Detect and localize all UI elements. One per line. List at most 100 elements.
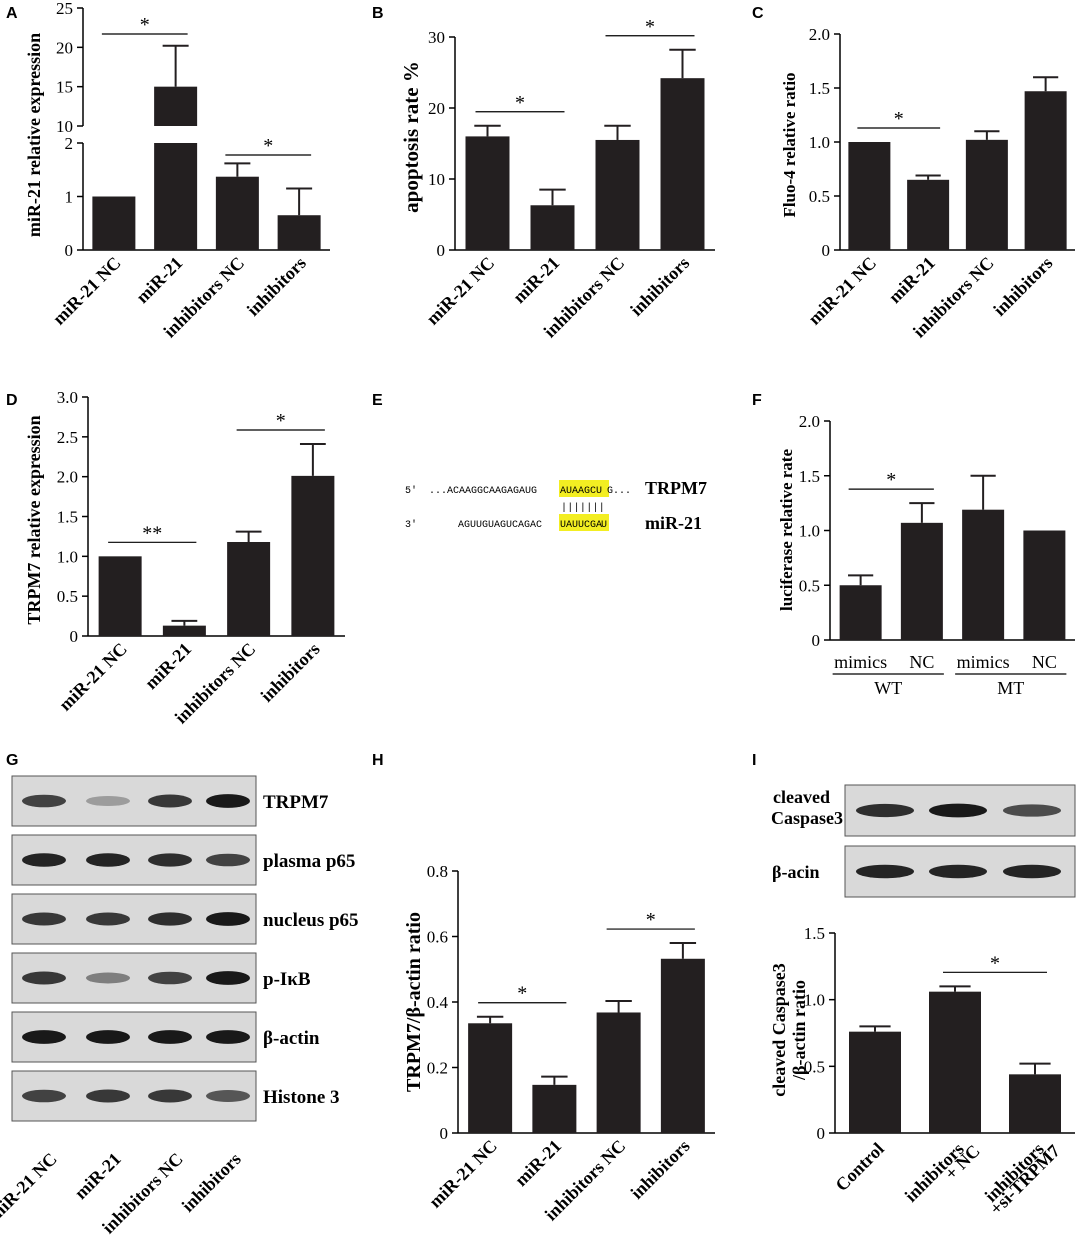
mir21-prime: 3' [405,519,417,531]
bar [291,475,335,636]
blot-protein-label: cleaved [773,787,830,807]
protein-band [22,1030,66,1044]
x-category-label: inhibitors [626,253,693,320]
y-tick-label: 1.0 [57,547,78,566]
y-tick-label: 1.5 [804,924,825,943]
significance-marker: * [645,16,655,38]
blot-G: TRPM7 plasma p65 nucleus p65 p-IκB β-actin Hi… [0,775,359,1237]
protein-band [86,972,130,984]
y-tick-label: 2.5 [57,428,78,447]
y-axis-label: miR-21 relative expression [24,33,44,237]
protein-band [856,803,914,818]
panel-label-f: F [752,392,762,409]
protein-band [22,794,66,808]
significance-marker: * [646,909,656,931]
blot-lane-label: inhibitors [178,1149,245,1216]
bar [596,1012,641,1133]
significance-marker: * [886,469,896,491]
bar [1009,1074,1061,1133]
mir21-seq-label: miR-21 [645,513,702,533]
significance-marker: ** [142,522,162,544]
y-axis-label: luciferase relative rate [777,449,796,612]
x-category-label: miR-21 NC [422,253,498,329]
chart-H: 0 0.2 0.4 0.6 0.8 * * miR-21 NC miR-21 inhibitors… [403,862,715,1224]
western-blots: TRPM7 plasma p65 nucleus p65 p-IκB β-actin Hi… [0,775,1076,1237]
bar [848,142,891,250]
blot-protein-label: Caspase3 [771,808,843,828]
y-tick-label: 0.5 [809,187,830,206]
y-tick-label: 0.4 [427,993,449,1012]
y-tick-label: 1.0 [804,991,825,1010]
y-tick-label: 0 [817,1124,826,1143]
trpm7-seq-label: TRPM7 [645,478,707,498]
panel-label-a: A [6,5,18,22]
y-tick-label: 0.5 [799,576,820,595]
protein-band [1003,804,1061,817]
y-axis-label: apoptosis rate % [399,61,423,213]
base-pairs: ||||||| [561,502,605,514]
panel-label-b: B [372,5,384,22]
bar [98,556,142,636]
y-tick-label: 2.0 [809,25,830,44]
y-tick-label: 2 [65,134,74,153]
y-axis-label: TRPM7 relative expression [24,415,44,624]
x-category-label: inhibitors [989,253,1056,320]
mir21-sequence-end: U [601,520,607,531]
x-category-label-line: Control [831,1139,887,1195]
protein-band [22,853,66,867]
protein-band [148,912,192,926]
protein-band [856,864,914,879]
bar [1024,91,1067,251]
bar [965,139,1008,250]
bar [660,78,705,251]
protein-band [206,853,250,867]
y-tick-label: 1 [65,188,74,207]
protein-band [148,971,192,985]
bar [839,585,882,640]
protein-band [206,1089,250,1103]
bar [215,176,259,250]
bar [929,991,981,1133]
x-category-label: miR-21 NC [55,639,131,715]
chart-I: 0 0.5 1.0 1.5 * cleaved Caspase3/β-actin rati… [769,924,1075,1219]
y-tick-label: 20 [428,99,445,118]
x-category-label: miR-21 [509,253,563,307]
bar [162,625,206,636]
trpm7-sequence: ...ACAAGGCAAGAGAUG [429,486,537,497]
chart-F: 0 0.5 1.0 1.5 2.0 * luciferase relative rate mi… [777,412,1075,698]
panel-label-c: C [752,5,764,22]
protein-band [148,1030,192,1044]
protein-band [86,853,130,867]
blot-protein-label: TRPM7 [263,792,329,813]
protein-band [22,1089,66,1103]
chart-C: 00.51.01.52.0*miR-21 NC miR-21inhibitors … [780,25,1075,341]
y-tick-label: 1.0 [809,133,830,152]
panel-label-i: I [752,752,756,769]
y-tick-label: 0.8 [427,862,448,881]
protein-band [148,1089,192,1103]
y-tick-label: 10 [428,170,445,189]
trpm7-prime: 5' [405,485,417,497]
x-category-label: inhibitors [243,253,310,320]
x-category-label: miR-21 NC [804,253,880,329]
x-category-label: miR-21 NC [425,1136,501,1212]
y-tick-label: 10 [56,117,73,136]
y-tick-label: 1.5 [799,467,820,486]
x-category-label: mimics [834,652,887,672]
blot-protein-label: β-acin [772,862,819,882]
bar [465,136,510,250]
x-category-label: inhibitors [257,639,324,706]
protein-band [86,912,130,926]
trpm7-sequence-end: G... [607,486,631,497]
chart-D: 00.51.01.52.02.53.0***miR-21 NC miR-21inh… [24,388,345,727]
x-category-label: inhibitors+si-TRPM7 [981,1139,1064,1219]
x-category-label: NC [909,652,934,672]
trpm7-seed: AUAAGCU [560,486,602,497]
panel-label-e: E [372,392,383,409]
bar [530,205,575,250]
blot-protein-label: plasma p65 [263,851,355,872]
y-tick-label: 20 [56,38,73,57]
